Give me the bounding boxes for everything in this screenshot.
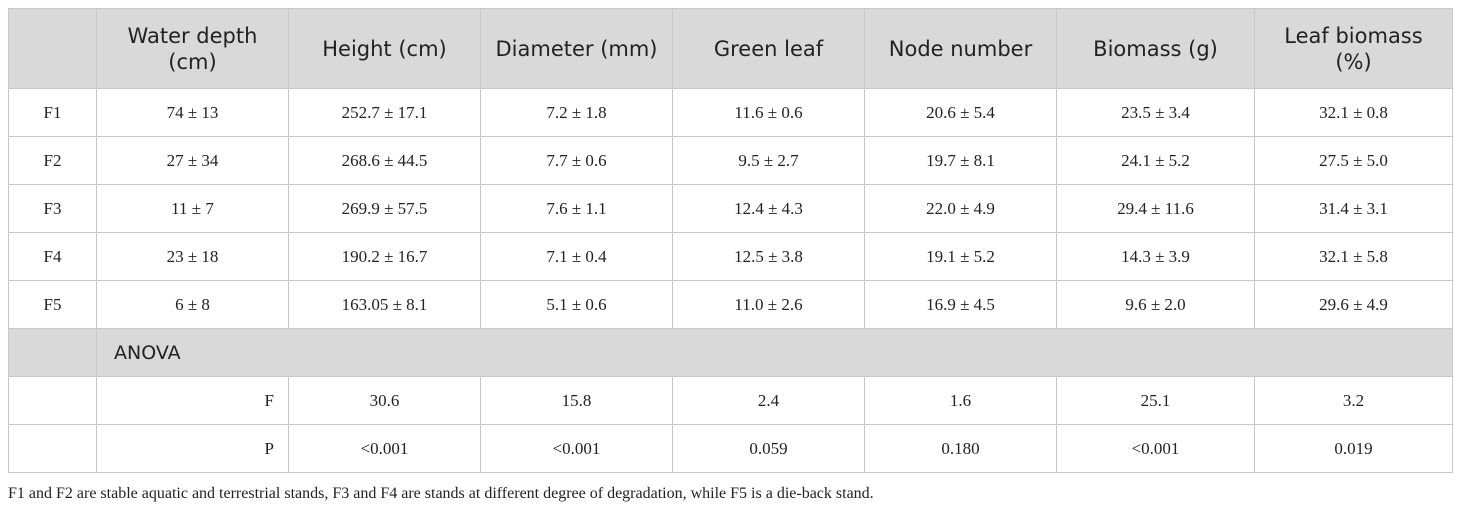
stat-value: 3.2 [1254, 376, 1453, 425]
cell: 268.6 ± 44.5 [288, 136, 481, 185]
cell: 31.4 ± 3.1 [1254, 184, 1453, 233]
row-label: F5 [8, 280, 97, 329]
cell: 23 ± 18 [96, 232, 289, 281]
data-row: F4 23 ± 18 190.2 ± 16.7 7.1 ± 0.4 12.5 ± 3.8… [8, 232, 1453, 281]
cell: 6 ± 8 [96, 280, 289, 329]
cell: 190.2 ± 16.7 [288, 232, 481, 281]
cell: 27.5 ± 5.0 [1254, 136, 1453, 185]
column-header: Green leaf [672, 8, 865, 89]
column-header: Node number [864, 8, 1057, 89]
cell: 7.2 ± 1.8 [480, 88, 673, 137]
cell: 24.1 ± 5.2 [1056, 136, 1255, 185]
anova-row: ANOVA [8, 328, 1453, 377]
cell: 29.4 ± 11.6 [1056, 184, 1255, 233]
table: Water depth (cm) Height (cm) Diameter (mm)… [8, 8, 1453, 473]
stat-value: <0.001 [480, 424, 673, 473]
cell: 7.1 ± 0.4 [480, 232, 673, 281]
row-label: F3 [8, 184, 97, 233]
column-header: Height (cm) [288, 8, 481, 89]
cell: 7.6 ± 1.1 [480, 184, 673, 233]
stat-value: <0.001 [288, 424, 481, 473]
cell: 11.6 ± 0.6 [672, 88, 865, 137]
stat-value: 0.059 [672, 424, 865, 473]
stat-row: F 30.6 15.8 2.4 1.6 25.1 3.2 [8, 376, 1453, 425]
cell: 12.4 ± 4.3 [672, 184, 865, 233]
empty-cell [8, 328, 97, 377]
stat-value: 1.6 [864, 376, 1057, 425]
cell: 9.6 ± 2.0 [1056, 280, 1255, 329]
cell: 9.5 ± 2.7 [672, 136, 865, 185]
stat-value: 30.6 [288, 376, 481, 425]
stat-value: 0.180 [864, 424, 1057, 473]
cell: 19.7 ± 8.1 [864, 136, 1057, 185]
row-label: F4 [8, 232, 97, 281]
anova-title: ANOVA [96, 328, 1453, 377]
cell: 11.0 ± 2.6 [672, 280, 865, 329]
cell: 16.9 ± 4.5 [864, 280, 1057, 329]
cell: 74 ± 13 [96, 88, 289, 137]
footnote: F1 and F2 are stable aquatic and terrest… [8, 485, 874, 502]
stat-value: 15.8 [480, 376, 673, 425]
cell: 20.6 ± 5.4 [864, 88, 1057, 137]
corner-cell [8, 8, 97, 89]
cell: 27 ± 34 [96, 136, 289, 185]
empty-cell [8, 424, 97, 473]
cell: 5.1 ± 0.6 [480, 280, 673, 329]
cell: 19.1 ± 5.2 [864, 232, 1057, 281]
empty-cell [8, 376, 97, 425]
data-row: F3 11 ± 7 269.9 ± 57.5 7.6 ± 1.1 12.4 ± 4.3 2… [8, 184, 1453, 233]
stat-row: P <0.001 <0.001 0.059 0.180 <0.001 0.019 [8, 424, 1453, 473]
column-header: Diameter (mm) [480, 8, 673, 89]
data-row: F2 27 ± 34 268.6 ± 44.5 7.7 ± 0.6 9.5 ± 2.7 1… [8, 136, 1453, 185]
cell: 11 ± 7 [96, 184, 289, 233]
header-row: Water depth (cm) Height (cm) Diameter (mm)… [8, 8, 1453, 89]
column-header: Leaf biomass (%) [1254, 8, 1453, 89]
stat-label: P [96, 424, 289, 473]
stat-value: 2.4 [672, 376, 865, 425]
cell: 252.7 ± 17.1 [288, 88, 481, 137]
cell: 269.9 ± 57.5 [288, 184, 481, 233]
cell: 14.3 ± 3.9 [1056, 232, 1255, 281]
cell: 32.1 ± 5.8 [1254, 232, 1453, 281]
data-row: F5 6 ± 8 163.05 ± 8.1 5.1 ± 0.6 11.0 ± 2.6 16… [8, 280, 1453, 329]
stat-value: <0.001 [1056, 424, 1255, 473]
table-body: F1 74 ± 13 252.7 ± 17.1 7.2 ± 1.8 11.6 ± 0.6… [8, 88, 1453, 473]
table-container: Water depth (cm) Height (cm) Diameter (mm)… [8, 8, 1453, 473]
cell: 29.6 ± 4.9 [1254, 280, 1453, 329]
row-label: F1 [8, 88, 97, 137]
cell: 12.5 ± 3.8 [672, 232, 865, 281]
stat-value: 0.019 [1254, 424, 1453, 473]
cell: 163.05 ± 8.1 [288, 280, 481, 329]
column-header: Biomass (g) [1056, 8, 1255, 89]
cell: 32.1 ± 0.8 [1254, 88, 1453, 137]
cell: 22.0 ± 4.9 [864, 184, 1057, 233]
cell: 23.5 ± 3.4 [1056, 88, 1255, 137]
data-row: F1 74 ± 13 252.7 ± 17.1 7.2 ± 1.8 11.6 ± 0.6… [8, 88, 1453, 137]
column-header: Water depth (cm) [96, 8, 289, 89]
stat-label: F [96, 376, 289, 425]
cell: 7.7 ± 0.6 [480, 136, 673, 185]
stat-value: 25.1 [1056, 376, 1255, 425]
row-label: F2 [8, 136, 97, 185]
table-head: Water depth (cm) Height (cm) Diameter (mm)… [8, 8, 1453, 89]
